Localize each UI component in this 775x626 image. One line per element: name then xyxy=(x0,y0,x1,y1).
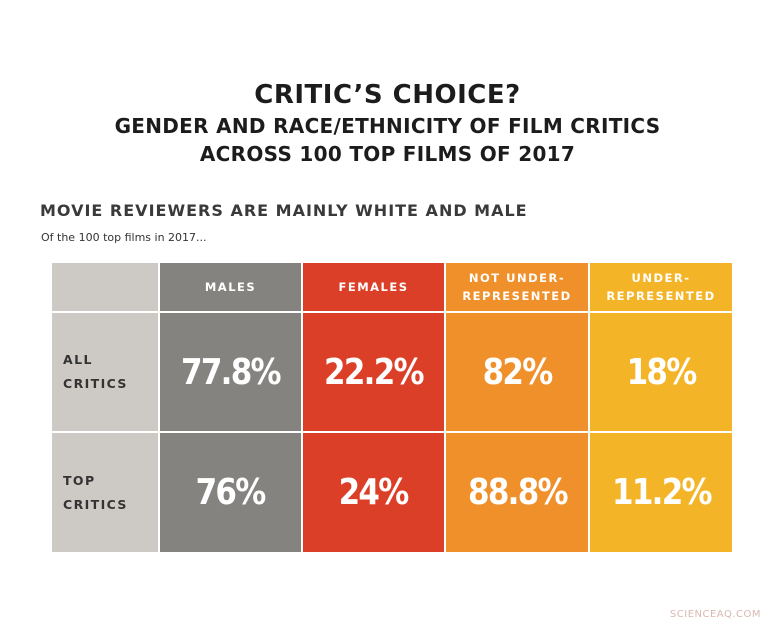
value-cell-top-underrepresented: 11.2% xyxy=(590,433,732,552)
value-cell-top-males: 76% xyxy=(160,433,301,552)
chart-title: CRITIC’S CHOICE? xyxy=(254,80,521,110)
column-header-males: MALES xyxy=(160,263,301,311)
value-text: 77.8% xyxy=(181,351,282,393)
row-label-line: CRITICS xyxy=(63,376,128,391)
header-line: REPRESENTED xyxy=(606,289,716,303)
column-header-underrepresented: UNDER- REPRESENTED xyxy=(590,263,732,311)
row-label-top-critics: TOP CRITICS xyxy=(52,433,158,552)
row-label-line: TOP xyxy=(63,472,96,488)
value-text: 88.8% xyxy=(467,472,569,513)
value-text: 22.2% xyxy=(324,351,425,393)
row-label-line: CRITICS xyxy=(63,496,128,512)
caption: Of the 100 top films in 2017... xyxy=(41,231,207,244)
column-header-not-underrepresented: NOT UNDER- REPRESENTED xyxy=(446,263,588,311)
value-cell-all-males: 77.8% xyxy=(160,313,301,431)
value-text: 11.2% xyxy=(611,472,713,513)
header-line: UNDER- xyxy=(631,271,691,285)
chart-subtitle-line2: ACROSS 100 TOP FILMS OF 2017 xyxy=(199,142,576,166)
value-cell-top-not-underrepresented: 88.8% xyxy=(446,433,588,552)
chart-subtitle-line1: GENDER AND RACE/ETHNICITY OF FILM CRITIC… xyxy=(114,114,661,138)
value-text: 76% xyxy=(196,472,267,513)
section-heading: MOVIE REVIEWERS ARE MAINLY WHITE AND MAL… xyxy=(40,201,528,220)
value-text: 24% xyxy=(339,472,410,513)
value-text: 82% xyxy=(482,351,554,393)
header-line: NOT UNDER- xyxy=(468,271,566,285)
row-label-all-critics: ALL CRITICS xyxy=(52,313,158,431)
header-line: FEMALES xyxy=(338,280,409,294)
titles-block: CRITIC’S CHOICE? GENDER AND RACE/ETHNICI… xyxy=(0,78,775,168)
header-line: REPRESENTED xyxy=(462,289,572,303)
column-header-females: FEMALES xyxy=(303,263,444,311)
data-table: MALES FEMALES NOT UNDER- REPRESENTED UNDE… xyxy=(52,263,732,552)
watermark: SCIENCEAQ.COM xyxy=(669,609,761,620)
value-cell-all-not-underrepresented: 82% xyxy=(446,313,588,431)
header-line: MALES xyxy=(204,280,257,294)
value-cell-all-females: 22.2% xyxy=(303,313,444,431)
row-label-line: ALL xyxy=(63,352,93,367)
value-cell-top-females: 24% xyxy=(303,433,444,552)
value-text: 18% xyxy=(626,351,698,393)
value-cell-all-underrepresented: 18% xyxy=(590,313,732,431)
corner-cell xyxy=(52,263,158,311)
